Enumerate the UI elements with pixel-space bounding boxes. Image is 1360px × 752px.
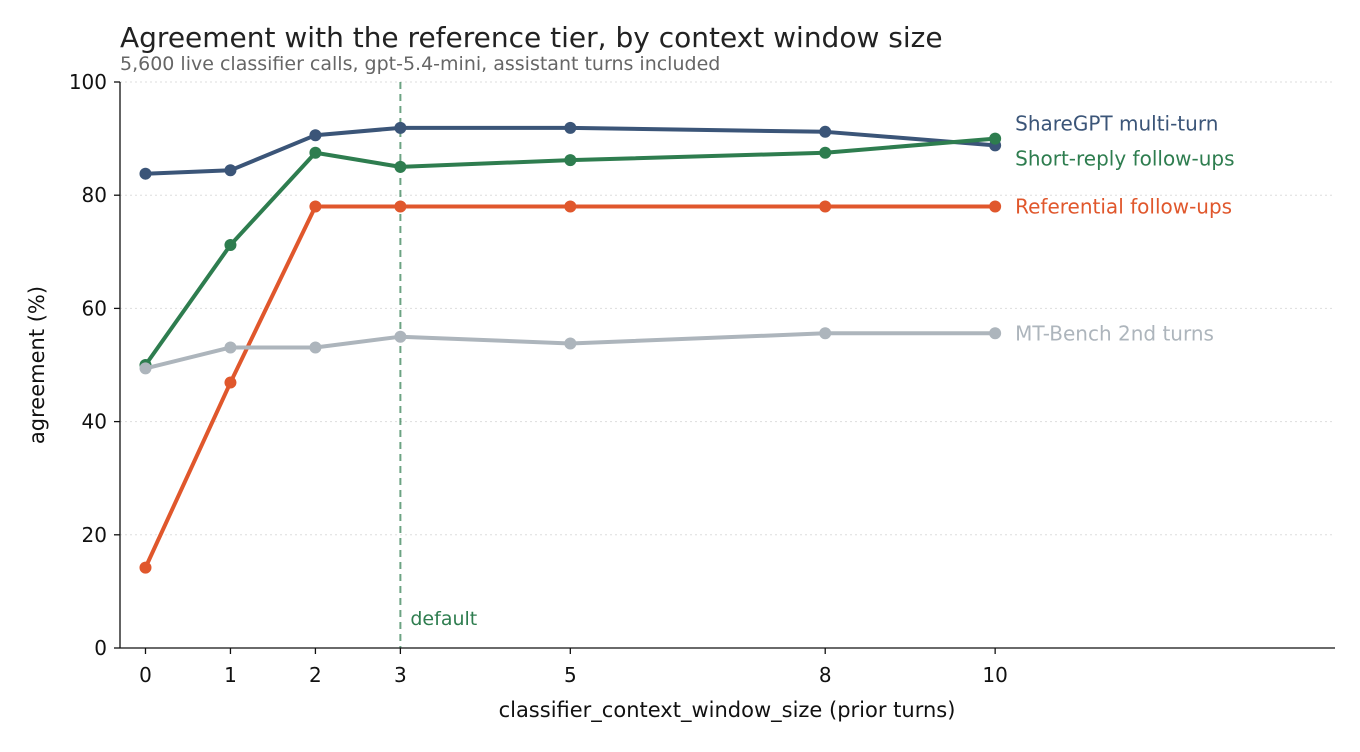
x-tick-label: 3 (394, 663, 407, 687)
y-tick-label: 60 (82, 296, 107, 320)
data-point (394, 330, 407, 343)
data-point (394, 200, 407, 213)
chart-subtitle: 5,600 live classifier calls, gpt-5.4-min… (120, 53, 720, 75)
x-tick-label: 1 (224, 663, 237, 687)
y-tick-label: 20 (82, 523, 107, 547)
y-tick-label: 100 (69, 70, 107, 94)
axes: 0 20 40 60 80 100 0 1 2 3 5 8 10 (69, 70, 1335, 687)
series-label-1: Short-reply follow-ups (1015, 147, 1234, 171)
data-point (224, 376, 237, 389)
data-point (394, 121, 407, 134)
series-label-2: Referential follow-ups (1015, 195, 1232, 219)
series-label-3: MT-Bench 2nd turns (1015, 321, 1214, 345)
data-point (989, 327, 1002, 340)
data-point (224, 341, 237, 354)
series-label-0: ShareGPT multi-turn (1015, 111, 1218, 135)
x-axis-label: classifier_context_window_size (prior tu… (499, 698, 956, 723)
data-point (819, 125, 832, 138)
x-tick-label: 0 (139, 663, 152, 687)
x-tick-label: 2 (309, 663, 322, 687)
data-point (394, 160, 407, 173)
data-point (309, 129, 322, 142)
data-point (564, 154, 577, 167)
data-point (309, 341, 322, 354)
y-axis-label: agreement (%) (25, 286, 49, 444)
data-point (224, 239, 237, 252)
data-point (139, 362, 152, 375)
data-point (819, 327, 832, 340)
series-labels: ShareGPT multi-turn Short-reply follow-up… (1015, 111, 1234, 345)
data-point (989, 132, 1002, 145)
x-tick-label: 8 (819, 663, 832, 687)
x-tick-label: 5 (564, 663, 577, 687)
chart-title: Agreement with the reference tier, by co… (120, 21, 943, 54)
default-label: default (410, 608, 477, 630)
data-point (564, 200, 577, 213)
data-point (139, 167, 152, 180)
data-point (989, 200, 1002, 213)
series-line-2 (143, 204, 998, 570)
data-point (819, 200, 832, 213)
series-group (139, 121, 1002, 574)
y-tick-label: 80 (82, 183, 107, 207)
y-tick-label: 40 (82, 410, 107, 434)
series-line-1 (143, 136, 998, 367)
data-point (564, 121, 577, 134)
data-point (309, 146, 322, 159)
data-point (224, 164, 237, 177)
data-point (819, 146, 832, 159)
data-point (564, 337, 577, 350)
y-tick-label: 0 (94, 636, 107, 660)
data-point (139, 561, 152, 574)
default-marker: default (399, 82, 477, 648)
data-point (309, 200, 322, 213)
x-tick-label: 10 (982, 663, 1007, 687)
